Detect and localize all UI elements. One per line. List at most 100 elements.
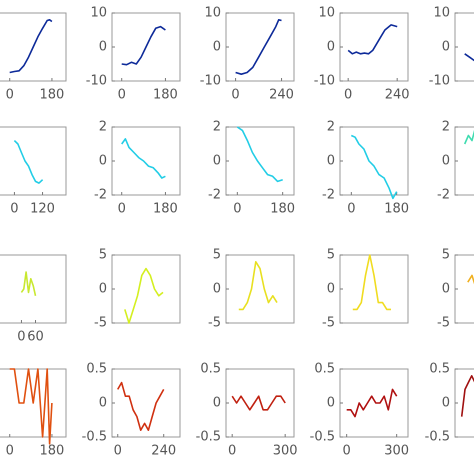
x-tick-label: 0: [6, 444, 14, 459]
plot-frame: [111, 126, 181, 196]
y-tick-label: 0: [213, 396, 221, 411]
data-line: [235, 19, 282, 75]
plot-frame: [339, 126, 409, 196]
x-tick-label: 0: [17, 330, 25, 345]
x-tick-label: 300: [273, 444, 298, 459]
y-tick-label: 10: [433, 6, 450, 21]
plot-frame: [225, 126, 295, 196]
data-line: [463, 129, 474, 145]
y-tick-label: 2: [442, 120, 450, 135]
data-line: [117, 381, 165, 431]
y-tick-label: -5: [94, 316, 107, 331]
y-tick-label: 0: [213, 40, 221, 55]
y-tick-label: 0: [442, 396, 450, 411]
data-line: [350, 134, 398, 200]
y-tick-label: 0: [213, 282, 221, 297]
x-tick-label: 0: [118, 202, 126, 217]
y-tick-label: -0.5: [310, 430, 335, 445]
x-tick-label: 60: [27, 330, 44, 345]
x-tick-label: 180: [153, 88, 178, 103]
y-tick-label: 0.5: [429, 362, 450, 377]
y-tick-label: 0: [99, 396, 107, 411]
x-tick-label: 0: [118, 88, 126, 103]
y-tick-label: -10: [86, 74, 107, 89]
x-tick-label: 0: [228, 444, 236, 459]
data-line: [9, 19, 53, 74]
y-tick-label: 0: [213, 154, 221, 169]
y-tick-label: 0: [327, 154, 335, 169]
y-tick-label: -0.5: [196, 430, 221, 445]
y-tick-label: 10: [204, 6, 221, 21]
data-line: [467, 274, 474, 285]
x-tick-label: 240: [269, 88, 294, 103]
x-tick-label: 240: [151, 444, 176, 459]
x-tick-label: 180: [40, 444, 65, 459]
y-tick-label: 5: [99, 248, 107, 263]
plot-frame: [111, 254, 181, 324]
y-tick-label: 0.5: [200, 362, 221, 377]
plot-frame: [225, 254, 295, 324]
data-line: [9, 368, 53, 445]
x-tick-label: 0: [343, 444, 351, 459]
y-tick-label: 0: [442, 40, 450, 55]
data-line: [124, 267, 164, 324]
data-line: [460, 375, 474, 417]
data-line: [121, 25, 166, 66]
data-line: [121, 138, 166, 179]
y-tick-label: 0.5: [86, 362, 107, 377]
y-tick-label: 0: [327, 40, 335, 55]
plot-frame: [0, 126, 67, 196]
x-tick-label: 0: [344, 88, 352, 103]
y-tick-label: 0.5: [314, 362, 335, 377]
x-tick-label: 180: [270, 202, 295, 217]
y-tick-label: 0: [99, 40, 107, 55]
y-tick-label: -10: [314, 74, 335, 89]
y-tick-label: -5: [322, 316, 335, 331]
y-tick-label: 10: [318, 6, 335, 21]
y-tick-label: -2: [94, 188, 107, 203]
data-line: [347, 24, 398, 55]
y-tick-label: -2: [322, 188, 335, 203]
y-tick-label: -2: [208, 188, 221, 203]
y-tick-label: 5: [327, 248, 335, 263]
y-tick-label: -0.5: [82, 430, 107, 445]
data-line: [236, 126, 283, 183]
y-tick-label: 5: [442, 248, 450, 263]
x-tick-label: 240: [385, 88, 410, 103]
x-tick-label: 0: [233, 202, 241, 217]
x-tick-label: 0: [6, 88, 14, 103]
data-line: [13, 140, 44, 184]
plot-frame: [0, 368, 67, 438]
y-tick-label: 0: [442, 154, 450, 169]
plot-frame: [0, 254, 67, 324]
y-tick-label: -10: [429, 74, 450, 89]
data-line: [464, 53, 474, 62]
y-tick-label: -10: [200, 74, 221, 89]
x-tick-label: 0: [114, 444, 122, 459]
y-tick-label: -0.5: [425, 430, 450, 445]
x-tick-label: 0: [231, 88, 239, 103]
y-tick-label: -5: [208, 316, 221, 331]
plot-frame: [339, 368, 409, 438]
y-tick-label: 2: [99, 120, 107, 135]
x-tick-label: 180: [40, 88, 65, 103]
y-tick-label: 0: [327, 396, 335, 411]
x-tick-label: 180: [384, 202, 409, 217]
data-line: [238, 261, 278, 311]
y-tick-label: 5: [213, 248, 221, 263]
y-tick-label: -2: [437, 188, 450, 203]
x-tick-label: 120: [30, 202, 55, 217]
y-tick-label: 0: [99, 282, 107, 297]
y-tick-label: 0: [99, 154, 107, 169]
data-line: [231, 395, 286, 411]
x-tick-label: 180: [153, 202, 178, 217]
plot-frame: [339, 254, 409, 324]
plot-frame: [0, 12, 67, 82]
x-tick-label: 300: [384, 444, 409, 459]
y-tick-label: 10: [90, 6, 107, 21]
y-tick-label: -5: [437, 316, 450, 331]
x-tick-label: 0: [347, 202, 355, 217]
y-tick-label: 0: [442, 282, 450, 297]
y-tick-label: 2: [327, 120, 335, 135]
y-tick-label: 2: [213, 120, 221, 135]
